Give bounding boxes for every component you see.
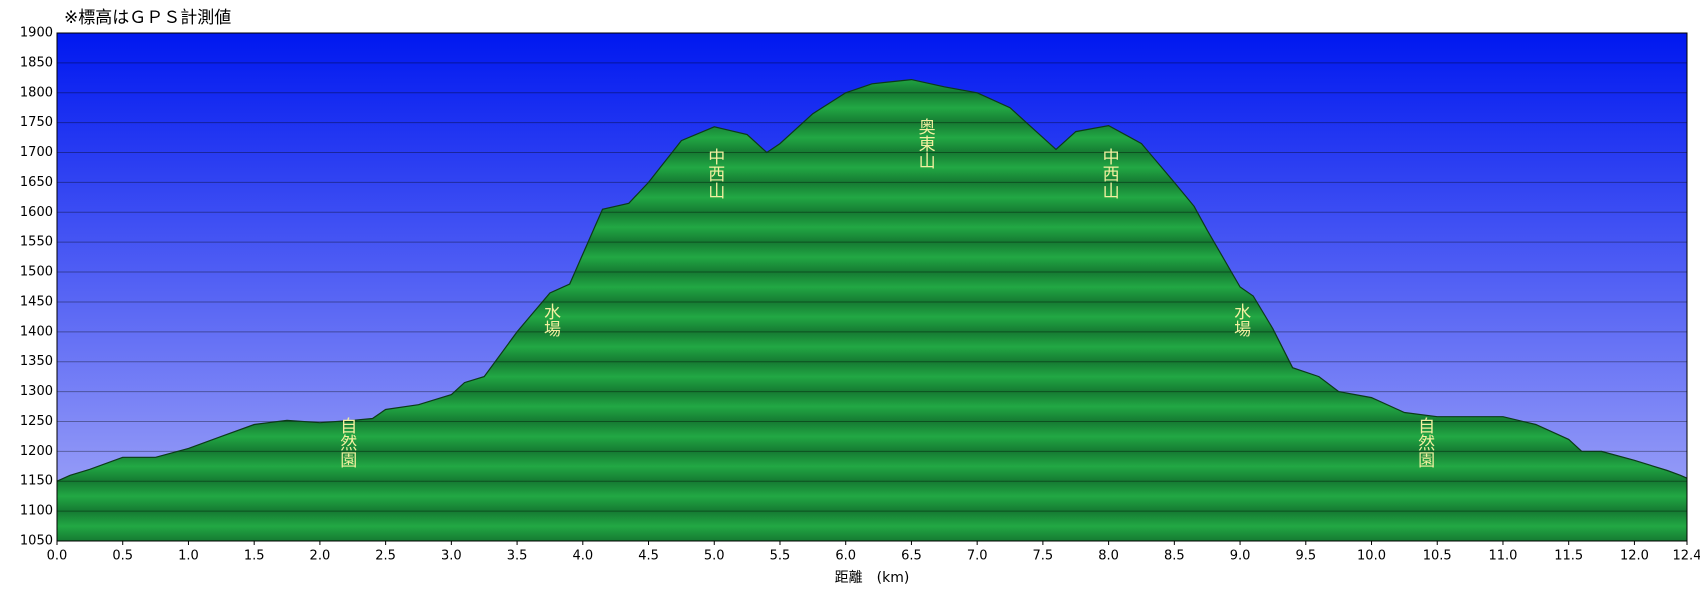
area-fill [57, 79, 1687, 541]
x-tick-label: 6.5 [901, 549, 922, 564]
x-tick-label: 12.4 [1673, 549, 1700, 564]
x-tick-label: 3.5 [507, 549, 528, 564]
x-tick-label: 10.0 [1357, 549, 1386, 564]
x-tick-label: 8.5 [1164, 549, 1185, 564]
annotation: 水場 [540, 303, 561, 338]
annotation: 自然園 [1414, 417, 1435, 468]
y-tick-label: 1100 [20, 504, 53, 519]
annotation: 中西山 [1099, 148, 1119, 199]
x-tick-label: 4.0 [572, 549, 593, 564]
x-tick-label: 9.5 [1295, 549, 1316, 564]
x-tick-label: 0.5 [112, 549, 133, 564]
chart-title: ※標高はＧＰＳ計測値 [64, 8, 231, 28]
x-tick-label: 0.0 [47, 549, 68, 564]
plot-frame [56, 32, 1688, 542]
y-tick-label: 1500 [20, 265, 53, 280]
x-tick-label: 10.5 [1423, 549, 1452, 564]
x-tick-label: 9.0 [1230, 549, 1251, 564]
y-tick-label: 1700 [20, 145, 53, 160]
y-tick-label: 1350 [20, 354, 53, 369]
y-tick-label: 1400 [20, 324, 53, 339]
y-tick-label: 1650 [20, 175, 53, 190]
y-tick-label: 1750 [20, 115, 53, 130]
x-tick-label: 6.0 [835, 549, 856, 564]
annotation: 水場 [1230, 303, 1251, 338]
x-tick-label: 2.5 [375, 549, 396, 564]
x-tick-label: 5.5 [770, 549, 791, 564]
annotation: 中西山 [704, 148, 724, 199]
y-tick-label: 1850 [20, 55, 53, 70]
x-tick-label: 5.0 [704, 549, 725, 564]
annotation: 奥東山 [915, 118, 936, 169]
x-tick-label: 11.5 [1554, 549, 1583, 564]
x-tick-label: 7.5 [1033, 549, 1054, 564]
x-axis-label: 距離 (km) [835, 569, 910, 586]
y-tick-label: 1450 [20, 294, 53, 309]
x-tick-label: 12.0 [1620, 549, 1649, 564]
y-tick-label: 1300 [20, 384, 53, 399]
x-tick-label: 3.0 [441, 549, 462, 564]
x-tick-label: 2.0 [310, 549, 331, 564]
y-tick-label: 1150 [20, 474, 53, 489]
x-tick-label: 8.0 [1098, 549, 1119, 564]
x-tick-label: 1.5 [244, 549, 265, 564]
x-tick-label: 4.5 [638, 549, 659, 564]
y-tick-label: 1250 [20, 414, 53, 429]
x-tick-label: 11.0 [1488, 549, 1517, 564]
y-tick-label: 1050 [20, 534, 53, 549]
annotation: 自然園 [336, 417, 357, 468]
y-tick-label: 1550 [20, 235, 53, 250]
y-tick-label: 1900 [20, 26, 53, 41]
y-tick-label: 1600 [20, 205, 53, 220]
x-tick-label: 7.0 [967, 549, 988, 564]
y-tick-label: 1800 [20, 85, 53, 100]
y-tick-label: 1200 [20, 444, 53, 459]
elevation-line [56, 78, 1688, 482]
x-tick-label: 1.0 [178, 549, 199, 564]
